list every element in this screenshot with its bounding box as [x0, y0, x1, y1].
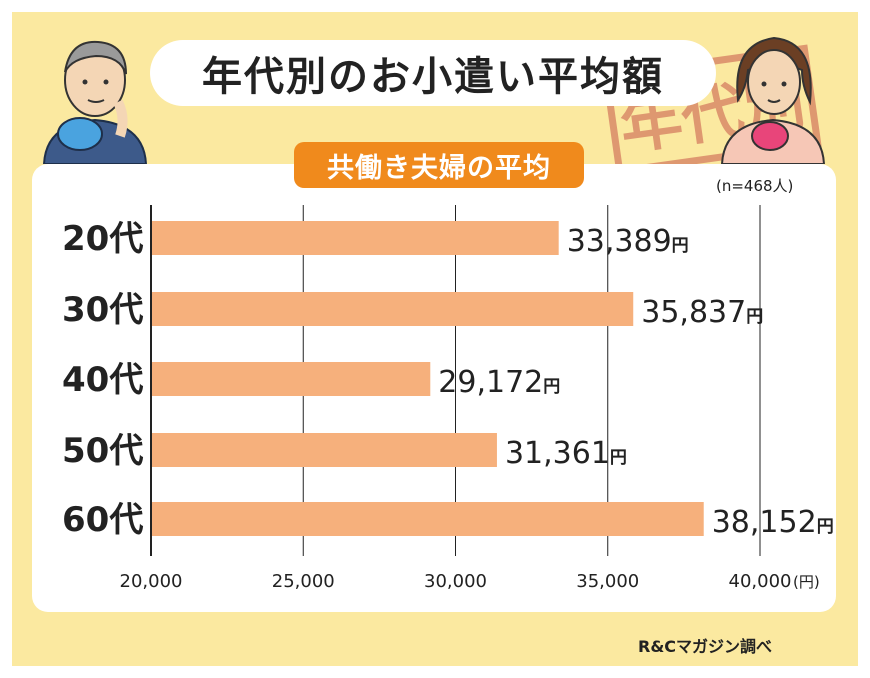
x-tick-label: 30,000 — [424, 571, 487, 592]
bar — [151, 221, 559, 255]
bar — [151, 502, 704, 536]
chart-subtitle: 共働き夫婦の平均 — [294, 142, 584, 188]
x-tick-label: 25,000 — [272, 571, 335, 592]
category-label: 30代 — [62, 290, 143, 330]
category-label: 20代 — [62, 219, 143, 259]
data-label: 31,361円 — [505, 436, 627, 471]
category-label: 50代 — [62, 431, 143, 471]
x-tick-label: 35,000 — [576, 571, 639, 592]
category-label: 60代 — [62, 500, 143, 540]
data-label: 35,837円 — [641, 295, 763, 330]
x-unit-label: (円) — [793, 573, 820, 591]
bar — [151, 292, 634, 326]
bar — [151, 362, 431, 396]
data-label: 38,152円 — [712, 505, 834, 540]
data-label: 29,172円 — [438, 365, 560, 400]
category-label: 40代 — [62, 360, 143, 400]
x-tick-label: 40,000 — [729, 571, 792, 592]
x-tick-label: 20,000 — [120, 571, 183, 592]
data-label: 33,389円 — [567, 224, 689, 259]
bar — [151, 433, 497, 467]
sample-size-label: (n=468人) — [716, 177, 794, 195]
source-credit: R&Cマガジン調べ — [638, 637, 773, 656]
woman-with-purse-illustration — [720, 36, 826, 164]
page-title: 年代別のお小遣い平均額 — [150, 40, 716, 106]
man-with-wallet-illustration — [42, 40, 148, 164]
